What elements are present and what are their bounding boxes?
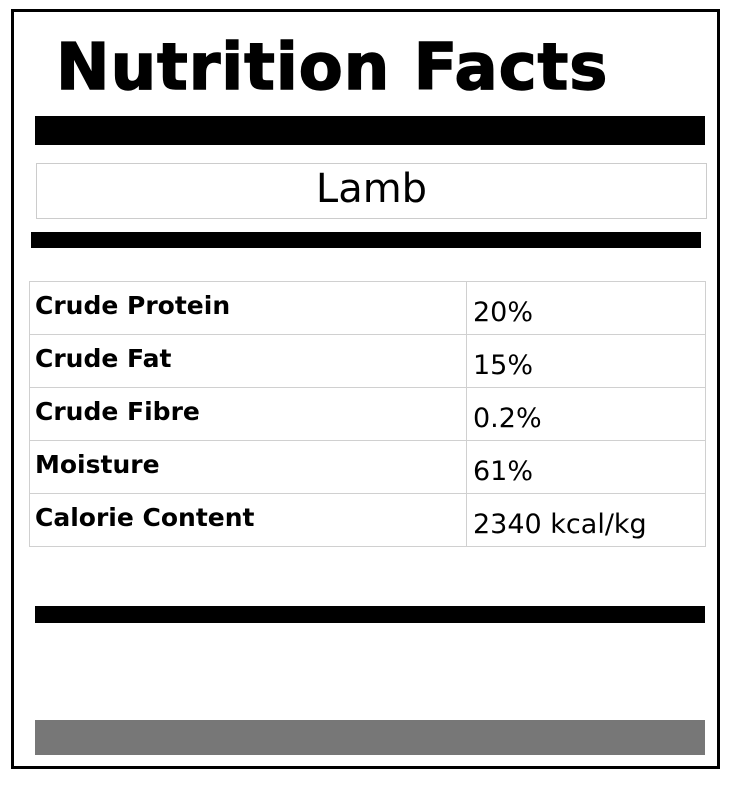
table-row: Moisture 61%	[29, 440, 706, 494]
grey-footer-bar	[35, 720, 705, 755]
nutrient-label: Moisture	[29, 440, 467, 494]
nutrient-value: 15%	[466, 334, 706, 388]
product-divider-bar	[31, 232, 701, 248]
nutrient-value-text: 61%	[473, 455, 534, 487]
nutrient-label-text: Moisture	[35, 449, 160, 479]
nutrient-value-text: 0.2%	[473, 402, 542, 434]
table-row: Crude Fat 15%	[29, 334, 706, 388]
table-row: Crude Fibre 0.2%	[29, 387, 706, 441]
table-row: Crude Protein 20%	[29, 281, 706, 335]
product-name-box: Lamb	[36, 163, 707, 219]
nutrient-value-text: 20%	[473, 296, 534, 328]
nutrient-label: Calorie Content	[29, 493, 467, 547]
label-frame	[11, 9, 720, 769]
nutrient-value-text: 15%	[473, 349, 534, 381]
nutrient-value-text: 2340 kcal/kg	[473, 508, 647, 540]
nutrient-label: Crude Protein	[29, 281, 467, 335]
table-row: Calorie Content 2340 kcal/kg	[29, 493, 706, 547]
nutrient-label-text: Calorie Content	[35, 502, 255, 532]
product-name: Lamb	[315, 166, 428, 212]
nutrient-label: Crude Fat	[29, 334, 467, 388]
nutrient-label-text: Crude Protein	[35, 290, 231, 320]
nutrient-value: 20%	[466, 281, 706, 335]
nutrient-label: Crude Fibre	[29, 387, 467, 441]
nutrient-label-text: Crude Fat	[35, 343, 172, 373]
nutrient-value: 61%	[466, 440, 706, 494]
nutrient-value: 0.2%	[466, 387, 706, 441]
nutrient-value: 2340 kcal/kg	[466, 493, 706, 547]
nutrient-label-text: Crude Fibre	[35, 396, 200, 426]
label-title: Nutrition Facts	[55, 30, 609, 106]
footer-divider-bar	[35, 606, 705, 623]
nutrition-table: Crude Protein 20% Crude Fat 15% Crude Fi…	[29, 281, 706, 547]
title-divider-bar	[35, 116, 705, 145]
